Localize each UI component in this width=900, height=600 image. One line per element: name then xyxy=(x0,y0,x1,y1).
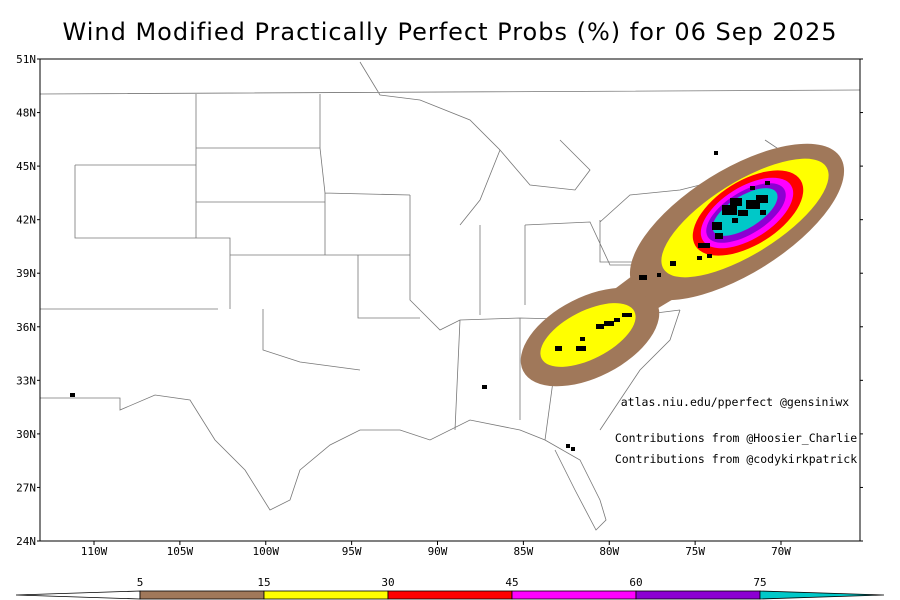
colorbar-label: 15 xyxy=(257,576,270,589)
colorbar-label: 5 xyxy=(137,576,144,589)
lon-label: 90W xyxy=(428,545,448,558)
contour-15 xyxy=(540,303,636,367)
annotation: Contributions from @codykirkpatrick xyxy=(615,452,857,466)
wind-reports xyxy=(70,151,770,451)
map-frame xyxy=(39,58,861,542)
lon-label: 100W xyxy=(253,545,280,558)
lon-label: 95W xyxy=(342,545,362,558)
colorbar-label: 30 xyxy=(381,576,394,589)
lat-label: 48N xyxy=(16,107,36,120)
colorbar-label: 75 xyxy=(753,576,766,589)
colorbar-segment xyxy=(263,590,389,600)
map-frame-bg xyxy=(40,59,860,541)
colorbar: 5 15 30 45 60 75 xyxy=(15,576,885,600)
lon-label: 75W xyxy=(685,545,705,558)
title: Wind Modified Practically Perfect Probs … xyxy=(63,18,838,46)
colorbar-segment xyxy=(511,590,637,600)
colorbar-segment xyxy=(635,590,761,600)
lat-label: 36N xyxy=(16,321,36,334)
colorbar-label: 60 xyxy=(629,576,642,589)
boundaries xyxy=(39,61,861,531)
lon-label: 85W xyxy=(513,545,533,558)
lat-label: 42N xyxy=(16,214,36,227)
lat-label: 39N xyxy=(16,267,36,280)
lat-label: 30N xyxy=(16,428,36,441)
lat-label: 27N xyxy=(16,481,36,494)
lat-label: 51N xyxy=(16,53,36,66)
lon-label: 105W xyxy=(167,545,194,558)
lon-label: 70W xyxy=(771,545,791,558)
colorbar-segment xyxy=(759,590,885,600)
lon-label: 110W xyxy=(81,545,108,558)
colorbar-segment xyxy=(139,590,265,600)
colorbar-label: 45 xyxy=(505,576,518,589)
annotation: Contributions from @Hoosier_Charlie xyxy=(615,431,857,445)
lat-label: 33N xyxy=(16,374,36,387)
map xyxy=(39,58,861,542)
colorbar-segment xyxy=(15,590,141,600)
lat-label: 45N xyxy=(16,160,36,173)
lon-label: 80W xyxy=(599,545,619,558)
lat-label: 24N xyxy=(16,535,36,548)
annotation: atlas.niu.edu/pperfect @gensiniwx xyxy=(621,395,850,409)
colorbar-segment xyxy=(387,590,513,600)
